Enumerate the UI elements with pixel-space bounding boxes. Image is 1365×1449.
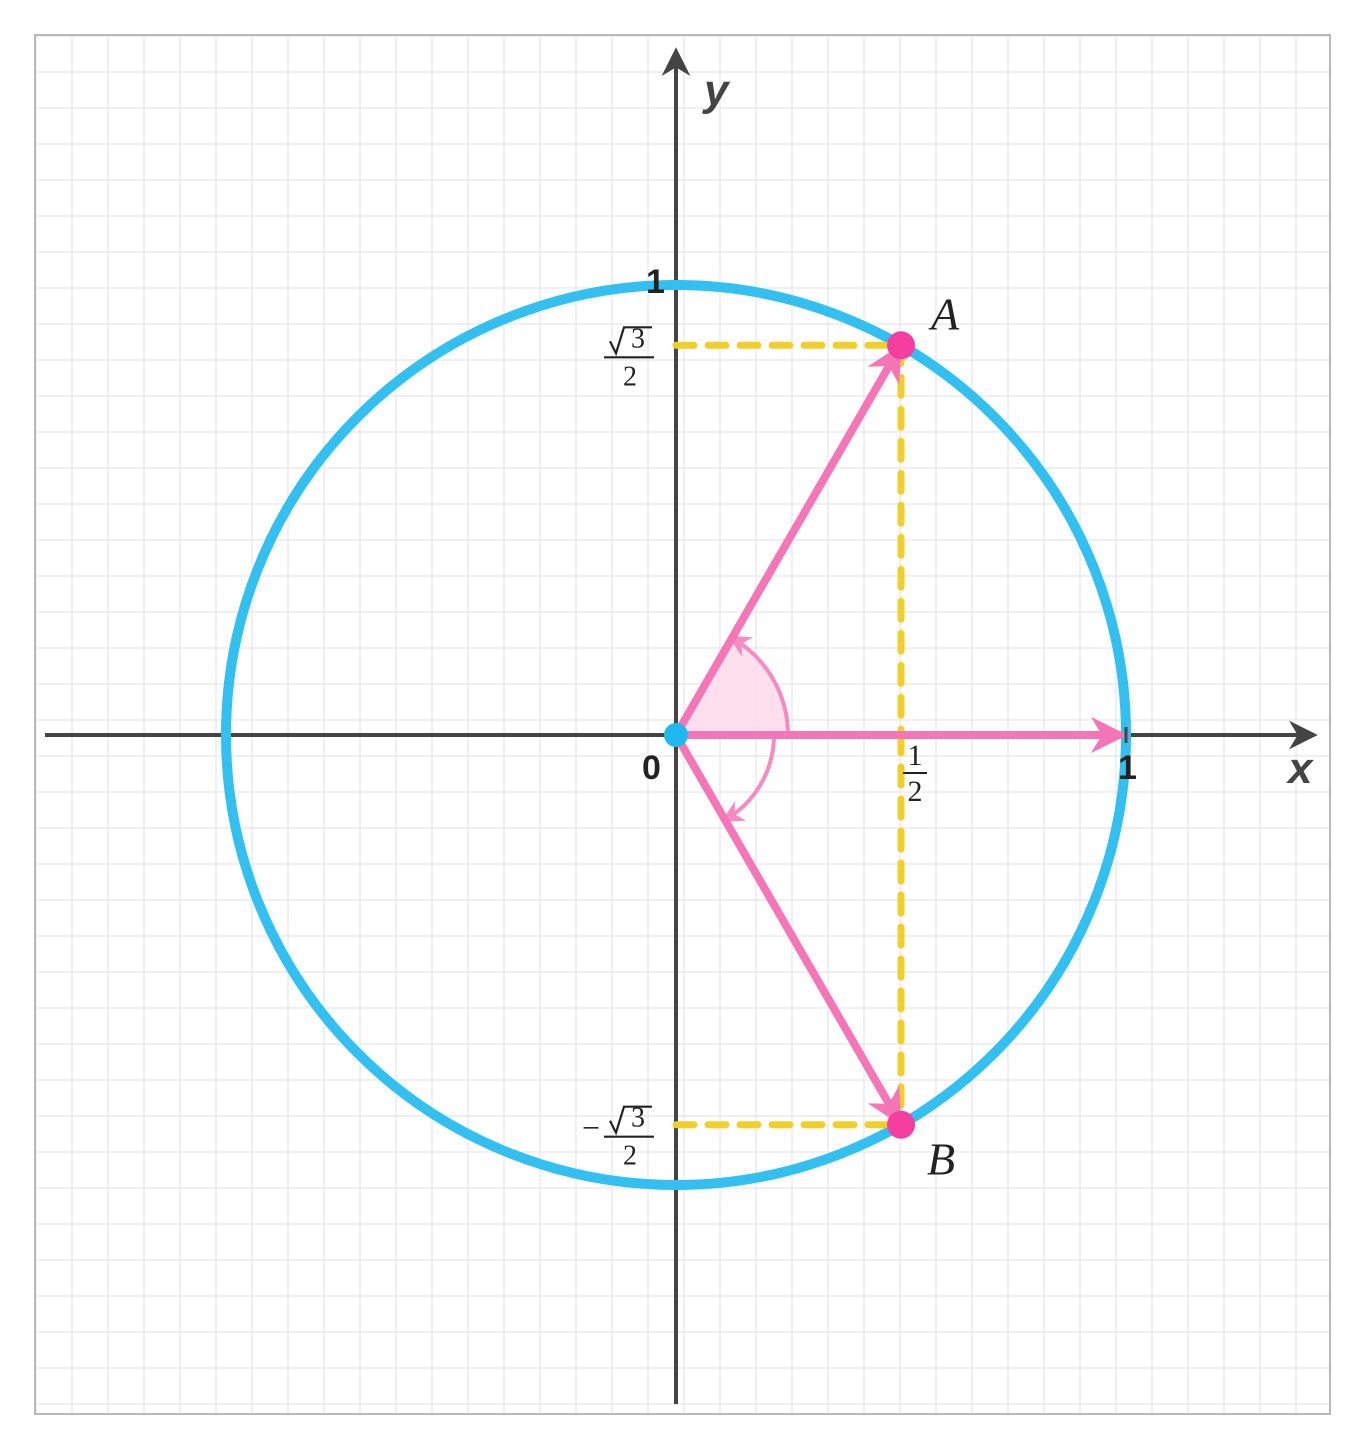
point-A xyxy=(887,331,915,359)
svg-text:3: 3 xyxy=(631,1103,645,1134)
svg-text:2: 2 xyxy=(623,1141,637,1172)
svg-text:2: 2 xyxy=(908,775,923,808)
x-axis-label: x xyxy=(1286,744,1314,793)
origin-label: 0 xyxy=(642,749,661,787)
point-B xyxy=(887,1111,915,1139)
y-tick-1: 1 xyxy=(646,263,665,301)
svg-text:1: 1 xyxy=(908,739,923,772)
label-B: B xyxy=(927,1134,955,1185)
origin-point xyxy=(664,723,688,747)
svg-text:−: − xyxy=(582,1110,600,1146)
svg-text:2: 2 xyxy=(623,361,637,392)
x-tick-1: 1 xyxy=(1118,749,1137,787)
y-axis-label: y xyxy=(702,66,731,115)
label-A: A xyxy=(928,288,960,339)
figure-root: xy0111232−32AB xyxy=(0,0,1365,1449)
svg-text:3: 3 xyxy=(631,323,645,354)
